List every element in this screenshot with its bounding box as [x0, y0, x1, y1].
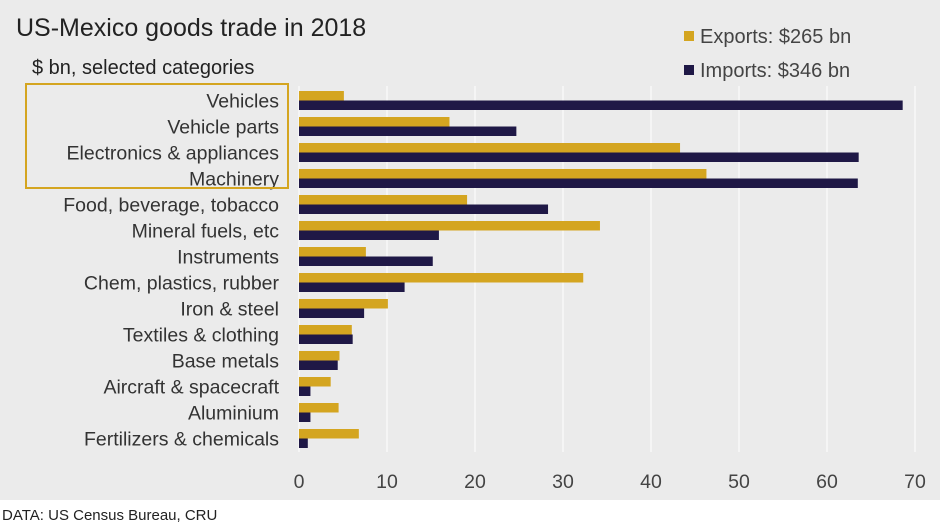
bar-exports — [299, 377, 331, 387]
bar-exports — [299, 403, 339, 413]
legend: Exports: $265 bn Imports: $346 bn — [684, 26, 851, 82]
x-tick-label: 0 — [294, 471, 305, 493]
bar-imports — [299, 360, 338, 370]
bar-imports — [299, 282, 405, 292]
category-label: Textiles & clothing — [123, 325, 279, 347]
x-tick-label: 60 — [816, 471, 838, 493]
x-axis-ticks: 0 10 20 30 40 50 60 70 — [294, 471, 926, 493]
category-labels: Vehicles Vehicle parts Electronics & appli… — [63, 91, 279, 451]
x-tick-label: 50 — [728, 471, 750, 493]
bar-exports — [299, 325, 352, 335]
bar-imports — [299, 204, 549, 214]
category-label: Chem, plastics, rubber — [84, 273, 280, 295]
bar-imports — [299, 230, 439, 240]
x-tick-label: 10 — [376, 471, 398, 493]
bar-exports — [299, 351, 340, 361]
legend-swatch-imports — [684, 65, 694, 75]
bar-exports — [299, 429, 359, 439]
bars — [299, 91, 903, 448]
bar-imports — [299, 178, 858, 188]
highlight-box — [25, 83, 289, 189]
bar-imports — [299, 308, 365, 318]
category-label: Machinery — [189, 169, 279, 191]
source-note: DATA: US Census Bureau, CRU — [2, 507, 217, 524]
x-tick-label: 40 — [640, 471, 662, 493]
bar-imports — [299, 438, 308, 448]
x-tick-label: 70 — [904, 471, 926, 493]
category-label: Electronics & appliances — [67, 143, 280, 165]
category-label: Food, beverage, tobacco — [63, 195, 279, 217]
bar-imports — [299, 334, 353, 344]
bar-imports — [299, 386, 311, 396]
legend-label-exports: Exports: $265 bn — [700, 26, 851, 48]
category-label: Mineral fuels, etc — [132, 221, 280, 243]
category-label: Aluminium — [188, 403, 279, 425]
category-label: Aircraft & spacecraft — [103, 377, 279, 399]
bar-exports — [299, 169, 707, 179]
source-background — [0, 500, 940, 526]
bar-imports — [299, 100, 903, 110]
chart-subtitle: $ bn, selected categories — [32, 57, 254, 79]
category-label: Vehicles — [206, 91, 279, 113]
x-tick-label: 30 — [552, 471, 574, 493]
bar-exports — [299, 117, 450, 127]
bar-exports — [299, 273, 584, 283]
bar-exports — [299, 143, 681, 153]
bar-exports — [299, 299, 388, 309]
category-label: Vehicle parts — [167, 117, 279, 139]
bar-exports — [299, 195, 468, 205]
bar-exports — [299, 221, 600, 231]
category-label: Iron & steel — [180, 299, 279, 321]
category-label: Base metals — [172, 351, 280, 373]
bar-exports — [299, 91, 344, 101]
category-label: Fertilizers & chemicals — [84, 429, 279, 451]
category-label: Instruments — [177, 247, 279, 269]
bar-imports — [299, 126, 517, 136]
bar-imports — [299, 256, 433, 266]
legend-label-imports: Imports: $346 bn — [700, 60, 850, 82]
chart-title: US-Mexico goods trade in 2018 — [16, 14, 366, 42]
x-tick-label: 20 — [464, 471, 486, 493]
legend-swatch-exports — [684, 31, 694, 41]
bar-imports — [299, 152, 859, 162]
bar-imports — [299, 412, 311, 422]
bar-exports — [299, 247, 366, 257]
